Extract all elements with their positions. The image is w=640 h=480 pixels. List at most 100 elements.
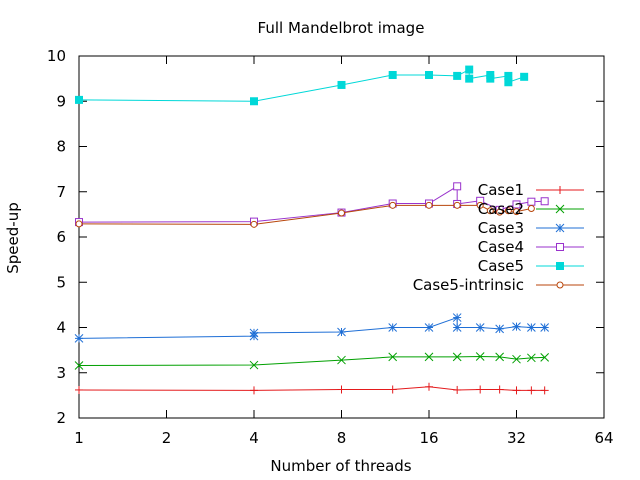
data-point-square: [453, 182, 462, 191]
data-point-circle: [486, 207, 494, 215]
series-line: [78, 386, 545, 391]
legend-label: Case4: [478, 238, 524, 256]
legend-label: Case5: [478, 257, 524, 275]
data-point-cross: [495, 352, 504, 362]
data-point-cross: [475, 352, 485, 361]
data-point-filled-square: [337, 80, 346, 89]
y-tick-label: 3: [56, 364, 66, 382]
legend-label: Case2: [478, 200, 524, 218]
legend-item: Case1: [478, 181, 584, 199]
legend-item: Case5: [478, 257, 584, 275]
data-point-cross: [512, 354, 521, 364]
data-point-star: [424, 323, 434, 332]
data-point-filled-square: [465, 65, 474, 74]
data-point-plus: [495, 385, 504, 394]
y-tick-label: 7: [56, 183, 66, 201]
data-point-cross: [555, 204, 565, 214]
series-line: [78, 316, 545, 339]
data-point-star: [452, 323, 462, 332]
data-point-circle: [504, 207, 512, 215]
data-point-circle: [389, 201, 397, 209]
data-point-star: [540, 323, 550, 332]
data-point-filled-square: [75, 95, 83, 104]
chart-title: Full Mandelbrot image: [258, 19, 425, 37]
legend-label: Case5-intrinsic: [413, 276, 524, 294]
x-tick-label: 32: [507, 429, 526, 447]
data-point-square: [512, 200, 521, 209]
x-tick-label: 8: [337, 429, 347, 447]
data-point-plus: [527, 386, 536, 395]
data-point-filled-square: [556, 262, 564, 270]
data-point-star: [527, 323, 536, 332]
legend-item: Case4: [478, 238, 584, 256]
data-point-filled-square: [520, 72, 529, 81]
data-point-circle: [527, 204, 535, 212]
data-point-star: [512, 322, 521, 331]
data-point-square: [556, 243, 564, 251]
series-case1: [75, 382, 549, 395]
legend-item: Case2: [478, 200, 584, 218]
data-point-circle: [496, 208, 504, 216]
series-line: [78, 355, 545, 367]
x-tick-label: 2: [162, 429, 172, 447]
y-tick-label: 2: [56, 409, 66, 427]
y-tick-label: 8: [56, 138, 66, 156]
data-point-plus: [453, 385, 462, 394]
x-tick-label: 64: [594, 429, 613, 447]
data-point-cross: [452, 352, 462, 362]
data-point-circle: [425, 201, 433, 209]
x-axis-label: Number of threads: [270, 457, 411, 475]
data-point-plus: [556, 186, 564, 194]
series-case2: [74, 352, 550, 370]
series-case5: [75, 65, 529, 106]
x-tick-label: 16: [419, 429, 438, 447]
data-point-filled-square: [453, 71, 462, 80]
data-point-cross: [74, 361, 84, 370]
data-point-circle: [556, 281, 564, 289]
data-point-square: [527, 197, 536, 206]
data-point-cross: [527, 353, 536, 363]
data-point-plus: [476, 385, 485, 394]
plot-frame: [78, 55, 605, 419]
data-point-filled-square: [504, 78, 513, 87]
data-point-plus: [388, 385, 397, 394]
data-point-cross: [337, 355, 346, 365]
y-tick-label: 5: [56, 273, 66, 291]
y-tick-label: 10: [47, 47, 66, 65]
data-point-star: [475, 323, 485, 332]
legend-label: Case3: [478, 219, 524, 237]
data-point-star: [74, 334, 84, 343]
data-point-circle: [476, 201, 484, 209]
data-point-circle: [513, 208, 520, 216]
series-case5-intrinsic: [75, 201, 535, 228]
data-point-star: [495, 324, 504, 334]
data-point-plus: [75, 385, 83, 394]
legend-label: Case1: [478, 181, 524, 199]
data-point-cross: [249, 360, 259, 370]
x-tick-label: 4: [249, 429, 259, 447]
x-tick-label: 1: [74, 429, 84, 447]
legend-item: Case3: [478, 219, 584, 237]
data-point-square: [540, 197, 549, 206]
data-point-plus: [540, 386, 549, 395]
y-tick-label: 9: [56, 92, 66, 110]
series-case3: [74, 313, 550, 343]
data-point-circle: [453, 201, 461, 209]
data-point-plus: [425, 382, 433, 391]
data-point-star: [249, 328, 259, 338]
data-point-filled-square: [388, 71, 397, 80]
data-point-star: [388, 323, 398, 332]
data-point-filled-square: [425, 71, 433, 80]
data-point-plus: [512, 386, 521, 395]
data-point-plus: [337, 385, 346, 394]
series-group: [74, 65, 550, 395]
data-point-filled-square: [250, 97, 258, 106]
data-point-cross: [388, 352, 398, 362]
data-point-plus: [250, 386, 258, 395]
data-point-star: [337, 327, 346, 337]
y-tick-label: 4: [56, 319, 66, 337]
data-point-circle: [75, 220, 83, 228]
